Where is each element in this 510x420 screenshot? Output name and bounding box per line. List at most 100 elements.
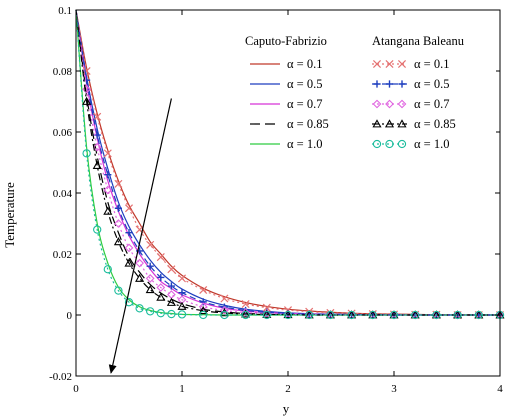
data-point: [198, 302, 208, 312]
legend-marker: [385, 99, 394, 109]
data-point: [199, 310, 208, 320]
data-point: [167, 282, 175, 290]
x-tick-label: 0: [73, 383, 79, 395]
data-point: [283, 309, 293, 319]
legend-marker: [397, 99, 407, 109]
data-point: [93, 225, 102, 234]
data-point: [167, 290, 176, 299]
data-point: [347, 310, 357, 319]
data-point: [146, 240, 155, 249]
legend-marker: [385, 139, 394, 149]
data-point: [113, 237, 123, 246]
data-point: [241, 299, 250, 309]
data-point: [167, 309, 176, 319]
data-point: [146, 262, 154, 270]
data-point: [166, 297, 176, 306]
data-point: [145, 284, 155, 294]
data-point: [135, 273, 145, 282]
annotations-layer: [108, 98, 172, 374]
legend-label: α = 1.0: [287, 137, 322, 151]
legend-entry: α = 0.85: [372, 117, 456, 131]
data-point: [305, 310, 314, 320]
data-point: [156, 283, 166, 292]
data-point: [178, 289, 186, 297]
y-axis-label: Temperature: [2, 182, 17, 248]
data-point: [82, 84, 91, 94]
data-point: [262, 309, 272, 318]
legend-background: [240, 30, 496, 156]
legend-marker: [397, 119, 407, 128]
legend-marker: [372, 139, 382, 149]
legend: Caputo-Fabrizio α = 0.1 α = 0.5 α = 0.7 α = …: [240, 30, 496, 156]
trend-arrow: [108, 98, 172, 374]
legend-label: α = 0.85: [414, 117, 456, 131]
data-point: [219, 308, 229, 317]
data-point: [220, 310, 229, 320]
data-point: [103, 265, 112, 274]
data-point: [93, 112, 102, 121]
legend-marker: [385, 59, 394, 69]
legend-marker: [385, 80, 394, 88]
data-point: [156, 253, 165, 262]
legend-entry: α = 0.1: [250, 57, 322, 71]
legend-marker: [372, 59, 382, 69]
legend-title-0: Caputo-Fabrizio: [245, 34, 327, 48]
y-tick-label: 0: [67, 310, 73, 322]
legend-entry: α = 0.7: [250, 97, 322, 111]
data-point: [104, 171, 112, 179]
legend-label: α = 0.5: [287, 77, 322, 91]
x-tick-label: 4: [497, 383, 503, 395]
data-point: [474, 310, 483, 320]
data-point: [114, 204, 122, 212]
data-point: [157, 273, 165, 282]
data-point: [241, 309, 251, 318]
data-point: [92, 160, 102, 169]
y-tick-label: 0.04: [53, 188, 73, 200]
data-point: [145, 274, 155, 283]
legend-marker: [373, 80, 381, 88]
data-point: [220, 294, 229, 303]
legend-entry: α = 0.5: [372, 77, 449, 91]
y-tick-label: 0.06: [53, 127, 73, 139]
series-atangana-baleanu-9: [75, 9, 505, 320]
data-point: [241, 308, 250, 317]
data-point: [199, 285, 208, 295]
data-point: [389, 310, 399, 320]
legend-entry: α = 1.0: [372, 137, 449, 151]
legend-entry: α = 1.0: [250, 137, 322, 151]
data-point: [103, 149, 112, 158]
data-point: [125, 229, 133, 237]
legend-label: α = 0.7: [287, 97, 322, 111]
data-point: [114, 219, 123, 228]
legend-entry: α = 0.1: [372, 57, 449, 71]
data-point: [135, 258, 144, 268]
data-point: [156, 292, 166, 301]
legend-marker: [372, 119, 382, 128]
data-point: [103, 206, 113, 215]
legend-label: α = 1.0: [414, 137, 449, 151]
legend-entry: α = 0.5: [250, 77, 322, 91]
data-point: [124, 298, 134, 307]
data-point: [199, 298, 207, 306]
data-point: [114, 179, 123, 188]
data-point: [325, 310, 335, 319]
data-point: [326, 310, 335, 320]
legend-title-1: Atangana Baleanu: [372, 34, 465, 48]
x-tick-label: 1: [179, 383, 185, 395]
legend-label: α = 0.5: [414, 77, 449, 91]
legend-marker: [372, 99, 382, 109]
data-point: [124, 243, 134, 253]
data-point: [262, 303, 271, 312]
data-point: [347, 310, 356, 320]
y-tick-label: 0.02: [53, 249, 72, 261]
series-layer: [75, 9, 505, 320]
x-axis-label: y: [283, 401, 290, 416]
data-point: [177, 274, 187, 283]
y-tick-label: 0.1: [58, 5, 72, 17]
legend-marker: [397, 139, 407, 149]
y-tick-label: 0.08: [53, 66, 73, 78]
data-point: [432, 310, 441, 320]
data-point: [167, 265, 176, 274]
data-point: [92, 142, 102, 152]
